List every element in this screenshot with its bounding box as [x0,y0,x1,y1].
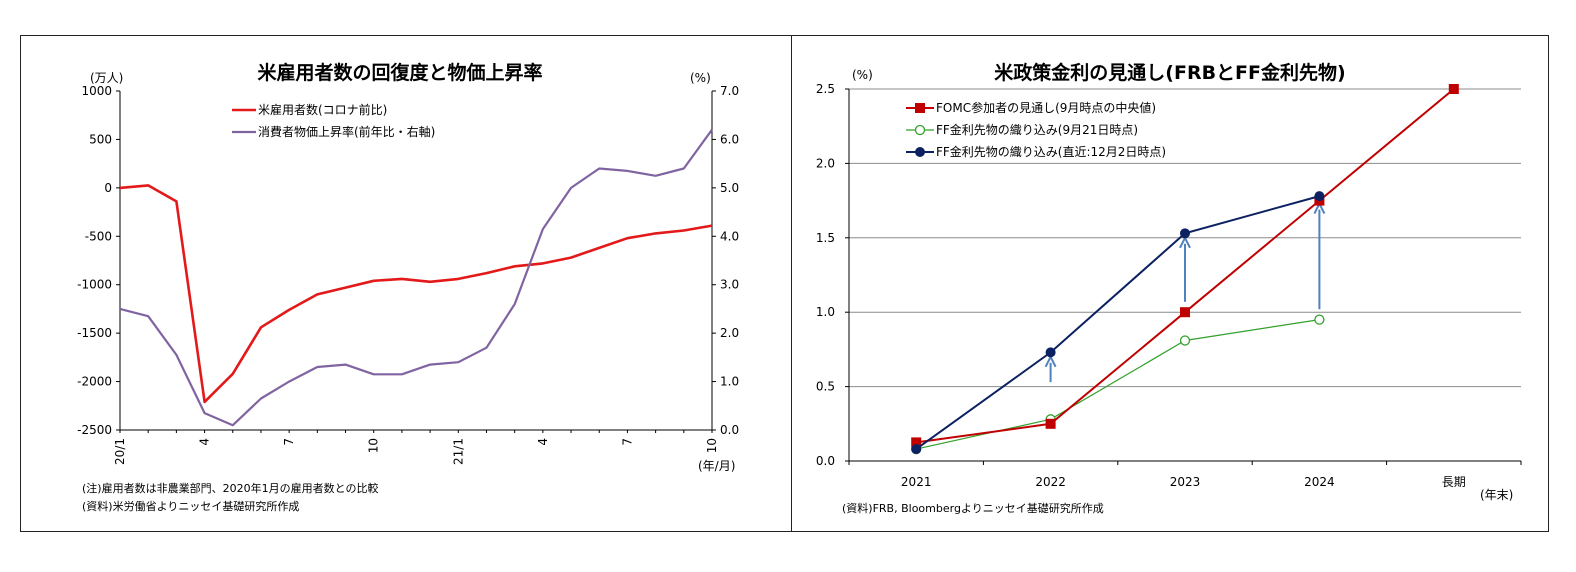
series-line [916,319,1320,450]
y-right-tick-label: 5.0 [720,181,739,195]
legend: 米雇用者数(コロナ前比) 消費者物価上昇率(前年比・右軸) [232,102,435,139]
y-left-tick-label: -1000 [77,278,112,292]
y-tick-label: 2.0 [816,156,835,170]
y-left-tick-label: -1500 [77,326,112,340]
y-right-tick-label: 3.0 [720,278,739,292]
x-axis-unit: (年末) [1480,488,1513,502]
source-line: (資料)FRB, Bloombergよりニッセイ基礎研究所作成 [842,501,1104,515]
data-point-circle [1314,191,1325,202]
data-point-circle [1045,347,1056,358]
y-axis-unit: (%) [852,68,873,82]
data-point-open-circle [1314,314,1325,325]
y-left-tick-label: -2500 [77,423,112,437]
plot-area [119,129,713,427]
y-left-tick-label: -500 [85,229,112,243]
x-tick-label: 10 [705,438,719,453]
chart-title: 米政策金利の見通し(FRBとFF金利先物) [994,61,1345,84]
y-left-tick-label: -2000 [77,375,112,389]
data-point-square [1448,84,1459,94]
y-tick-label: 0.0 [816,454,835,468]
y-right-tick-label: 2.0 [720,326,739,340]
series-line-cpi [119,129,713,427]
x-tick-label: 4 [198,438,212,446]
data-point-square [911,437,922,448]
x-tick-label: 7 [282,438,296,446]
legend-label: FF金利先物の織り込み(直近:12月2日時点) [936,144,1166,159]
legend-marker [915,147,925,157]
left-axis-unit: (万人) [90,71,123,85]
y-tick-label: 1.5 [816,231,835,245]
x-tick-label: 10 [367,438,381,453]
figure-frame [20,35,1549,532]
legend-label: FF金利先物の織り込み(9月21日時点) [936,122,1138,137]
legend-label: 米雇用者数(コロナ前比) [258,102,387,117]
x-tick-label: 2023 [1170,475,1201,489]
y-left-tick-label: 1000 [81,84,112,98]
x-tick-label: 2022 [1035,475,1066,489]
x-tick-label: 長期 [1442,475,1466,489]
y-right-tick-label: 1.0 [720,375,739,389]
legend-marker [915,103,925,113]
series-line-employment [119,184,713,404]
chart-policy-rate: 米政策金利の見通し(FRBとFF金利先物) (%) (年末) (資料)FRB, … [816,61,1522,515]
y-right-tick-label: 0.0 [720,423,739,437]
y-right-tick-label: 7.0 [720,84,739,98]
axes: 2.5 2.0 1.5 1.0 0.5 0.0 2021 2022 2023 2024 長期 [816,82,1522,489]
x-tick-label: 21/1 [451,438,465,465]
x-tick-label: 4 [536,438,550,446]
x-axis-unit: (年/月) [698,459,735,473]
right-axis-unit: (%) [690,71,711,85]
y-right-tick-label: 4.0 [720,229,739,243]
data-point-circle [911,444,922,455]
chart-title: 米雇用者数の回復度と物価上昇率 [257,61,542,84]
x-tick-label: 20/1 [113,438,127,465]
x-tick-label: 2024 [1304,475,1335,489]
panel-divider [791,35,792,532]
y-tick-label: 1.0 [816,305,835,319]
axes: 1000 500 0 -500 -1000 -1500 -2000 -2500 7.0 6.0 5.… [77,84,739,465]
source-line: (資料)米労働省よりニッセイ基礎研究所作成 [82,499,299,513]
x-tick-label: 7 [620,438,634,446]
data-point-square [1180,307,1190,318]
note-line: (注)雇用者数は非農業部門、2020年1月の雇用者数との比較 [82,481,378,495]
y-tick-label: 0.5 [816,380,835,394]
y-left-tick-label: 0 [104,181,112,195]
data-point-open-circle [1179,335,1191,346]
data-point-circle [1180,228,1190,239]
y-tick-label: 2.5 [816,82,835,96]
legend-label: FOMC参加者の見通し(9月時点の中央値) [936,100,1156,115]
y-left-tick-label: 500 [89,132,112,146]
legend-label: 消費者物価上昇率(前年比・右軸) [258,124,435,139]
plot-area [911,84,1459,455]
x-tick-label: 2021 [901,475,932,489]
legend: FOMC参加者の見通し(9月時点の中央値) FF金利先物の織り込み(9月21日時点… [906,100,1166,159]
legend-marker [914,124,926,136]
y-right-tick-label: 6.0 [720,132,739,146]
chart-employment-cpi: 米雇用者数の回復度と物価上昇率 (万人) (%) (年/月) (注)雇用者数は非… [77,61,739,513]
series-line [915,195,1320,450]
data-point-square [1045,418,1056,429]
